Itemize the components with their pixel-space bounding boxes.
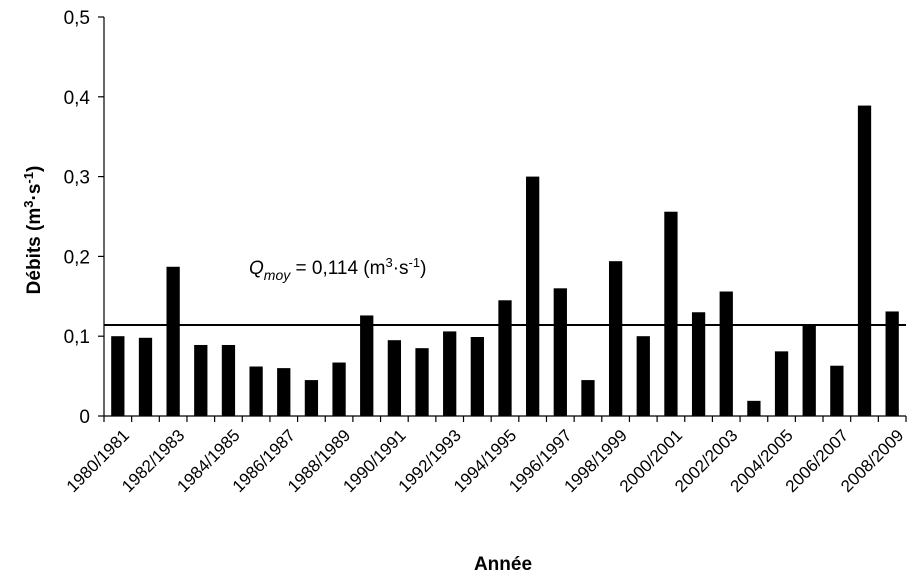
x-axis-title: Année <box>474 554 532 575</box>
mean-annotation: Qmoy = 0,114 (m3·s-1) <box>249 255 426 283</box>
bar <box>636 336 650 416</box>
bar <box>885 311 899 416</box>
mean-annotation-sup2: -1 <box>409 255 421 270</box>
mean-annotation-sup1: 3 <box>385 255 392 270</box>
y-axis-title-unit-sup2: -1 <box>21 172 36 184</box>
y-tick-label: 0,5 <box>64 8 90 29</box>
bar <box>387 340 402 416</box>
bar <box>691 312 706 416</box>
bar <box>608 261 623 416</box>
bar <box>415 348 429 416</box>
y-ticks: 0 0,1 0,2 0,3 0,4 0,5 <box>64 8 104 428</box>
y-tick-label: 0,1 <box>64 327 90 348</box>
bar <box>360 315 374 416</box>
bar <box>747 400 761 416</box>
bar <box>470 336 484 416</box>
bar <box>581 380 595 416</box>
bar <box>553 288 567 416</box>
bar <box>221 344 236 416</box>
mean-annotation-value: = 0,114 (m <box>290 258 385 279</box>
y-axis-title-main: Débits <box>24 236 45 294</box>
bar <box>443 331 457 416</box>
y-axis-title-unit-sup1: 3 <box>21 200 36 207</box>
mean-annotation-dot: ·s <box>393 258 409 279</box>
mean-annotation-subscript: moy <box>264 267 291 283</box>
mean-annotation-close: ) <box>420 258 426 279</box>
bar <box>802 325 816 416</box>
bar <box>249 366 263 416</box>
y-tick-label: 0,2 <box>64 247 90 268</box>
bar <box>830 365 844 416</box>
bar <box>111 336 125 416</box>
y-tick-label: 0 <box>79 407 90 428</box>
y-axis-title: Débits (m3·s-1) <box>21 166 45 295</box>
bar <box>332 362 346 416</box>
bar <box>498 300 512 416</box>
mean-annotation-symbol: Q <box>249 258 264 279</box>
bar <box>719 291 733 416</box>
y-tick-label: 0,3 <box>64 168 90 189</box>
y-axis-title-unit-close: ) <box>24 166 45 172</box>
bar <box>277 368 291 416</box>
bar <box>774 351 789 416</box>
y-tick-label: 0,4 <box>64 88 91 109</box>
bars <box>111 105 899 416</box>
bar <box>166 266 180 416</box>
bar <box>664 211 678 416</box>
bar <box>138 337 153 416</box>
bar <box>304 380 319 416</box>
x-ticks: 1980/19811982/19831984/19851986/19871988… <box>63 416 907 496</box>
bar <box>857 105 872 416</box>
y-axis-title-unit-dot: ·s <box>24 184 45 201</box>
bar <box>526 176 540 416</box>
y-axis-title-unit-open: (m <box>24 208 45 231</box>
bar <box>194 344 208 416</box>
